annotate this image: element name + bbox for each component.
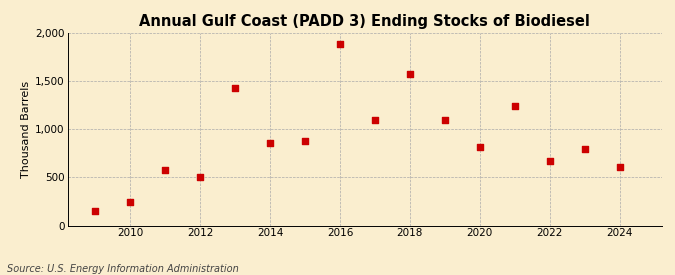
Point bbox=[335, 41, 346, 46]
Point bbox=[510, 104, 520, 108]
Point bbox=[475, 144, 485, 149]
Point bbox=[265, 141, 275, 145]
Title: Annual Gulf Coast (PADD 3) Ending Stocks of Biodiesel: Annual Gulf Coast (PADD 3) Ending Stocks… bbox=[139, 14, 590, 29]
Point bbox=[160, 167, 171, 172]
Point bbox=[579, 147, 590, 152]
Point bbox=[544, 159, 555, 163]
Point bbox=[230, 86, 240, 90]
Point bbox=[90, 209, 101, 213]
Point bbox=[370, 117, 381, 122]
Point bbox=[125, 200, 136, 205]
Point bbox=[195, 175, 206, 180]
Text: Source: U.S. Energy Information Administration: Source: U.S. Energy Information Administ… bbox=[7, 264, 238, 274]
Point bbox=[404, 72, 415, 76]
Point bbox=[439, 117, 450, 122]
Y-axis label: Thousand Barrels: Thousand Barrels bbox=[21, 81, 31, 178]
Point bbox=[614, 164, 625, 169]
Point bbox=[300, 139, 310, 143]
